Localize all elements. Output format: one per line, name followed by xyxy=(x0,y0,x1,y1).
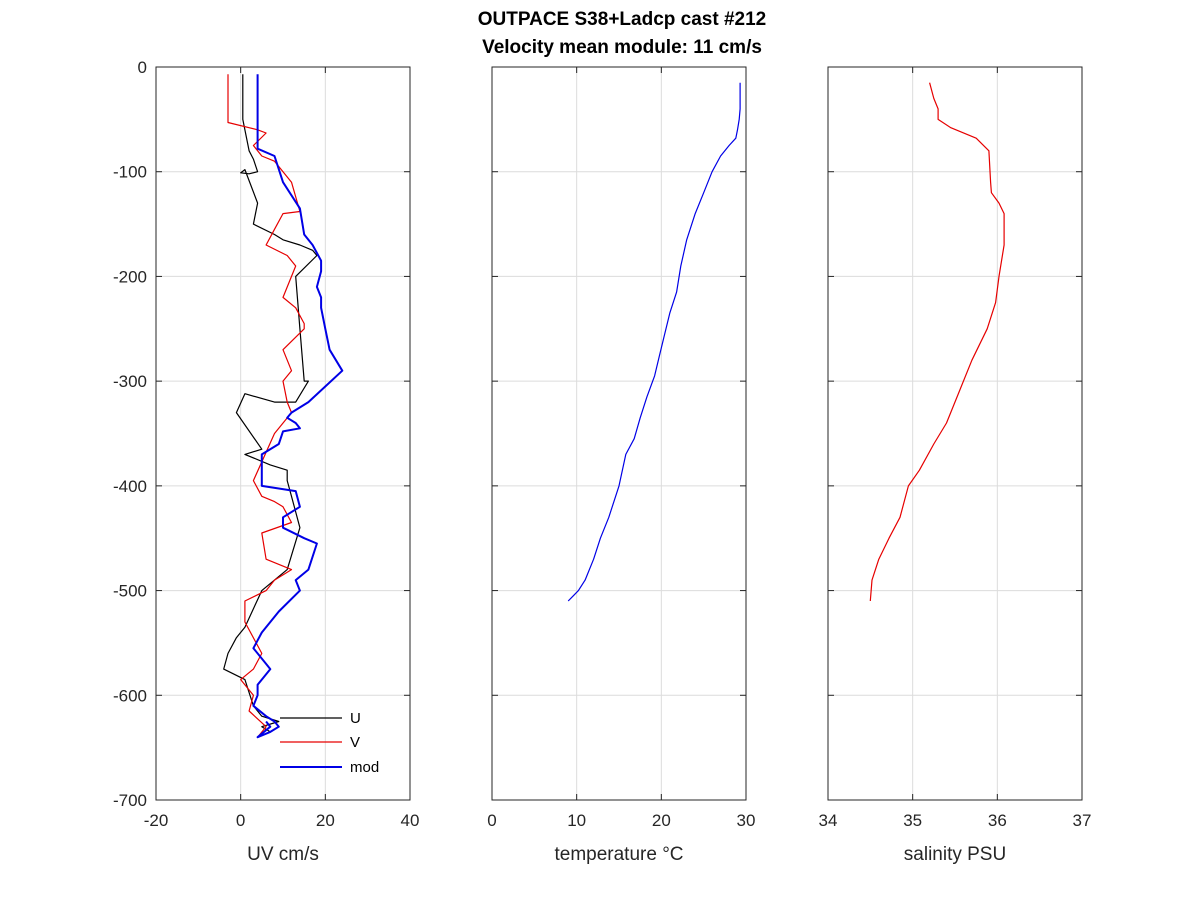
chart-title-line1: OUTPACE S38+Ladcp cast #212 xyxy=(478,9,766,30)
velocity-x-tick-label: 40 xyxy=(401,811,420,830)
velocity-y-tick-label: -100 xyxy=(113,163,147,182)
salinity-profile-line xyxy=(869,82,1005,602)
velocity-axes-frame xyxy=(155,66,411,801)
salinity-x-tick-label: 35 xyxy=(903,811,922,830)
velocity-y-tick-label: -700 xyxy=(113,791,147,810)
legend-label-mod: mod xyxy=(350,759,379,776)
salinity-x-tick-label: 36 xyxy=(988,811,1007,830)
mod-profile-line xyxy=(252,74,344,739)
salinity-x-axis-label: salinity PSU xyxy=(904,844,1006,865)
salinity-axes-frame xyxy=(827,66,1083,801)
velocity-y-tick-label: -600 xyxy=(113,686,147,705)
velocity-x-axis-label: UV cm/s xyxy=(247,844,319,865)
salinity-x-tick-label: 37 xyxy=(1073,811,1092,830)
temperature-x-tick-label: 20 xyxy=(652,811,671,830)
chart-title-line2: Velocity mean module: 11 cm/s xyxy=(482,37,762,58)
v-profile-line xyxy=(227,74,305,738)
temperature-x-tick-label: 0 xyxy=(487,811,496,830)
temperature-profile-line xyxy=(567,82,741,602)
salinity-x-tick-label: 34 xyxy=(819,811,838,830)
velocity-y-tick-label: -500 xyxy=(113,582,147,601)
velocity-x-tick-label: 20 xyxy=(316,811,335,830)
temperature-axes-frame xyxy=(491,66,747,801)
salinity-axes-background xyxy=(827,66,1083,801)
velocity-y-tick-label: 0 xyxy=(138,58,147,77)
salinity-panel: 34 35 36 37 salinity PSU xyxy=(819,66,1092,865)
temperature-panel: 0 10 20 30 temperature °C xyxy=(487,66,756,865)
temperature-x-tick-label: 30 xyxy=(737,811,756,830)
velocity-y-tick-label: -400 xyxy=(113,477,147,496)
velocity-y-tick-label: -300 xyxy=(113,372,147,391)
velocity-panel: -20 0 20 400-100-200-300-400-500-600-700UV … xyxy=(113,58,419,865)
velocity-x-tick-label: -20 xyxy=(144,811,169,830)
velocity-x-tick-label: 0 xyxy=(236,811,245,830)
velocity-y-tick-label: -200 xyxy=(113,267,147,286)
temperature-axes-background xyxy=(491,66,747,801)
chart-panels: -20 0 20 400-100-200-300-400-500-600-700UV … xyxy=(113,58,1091,865)
u-profile-line xyxy=(223,74,318,733)
temperature-x-tick-label: 10 xyxy=(567,811,586,830)
temperature-x-axis-label: temperature °C xyxy=(554,844,683,865)
legend-label-u: U xyxy=(350,710,361,727)
legend-label-v: V xyxy=(350,734,360,751)
